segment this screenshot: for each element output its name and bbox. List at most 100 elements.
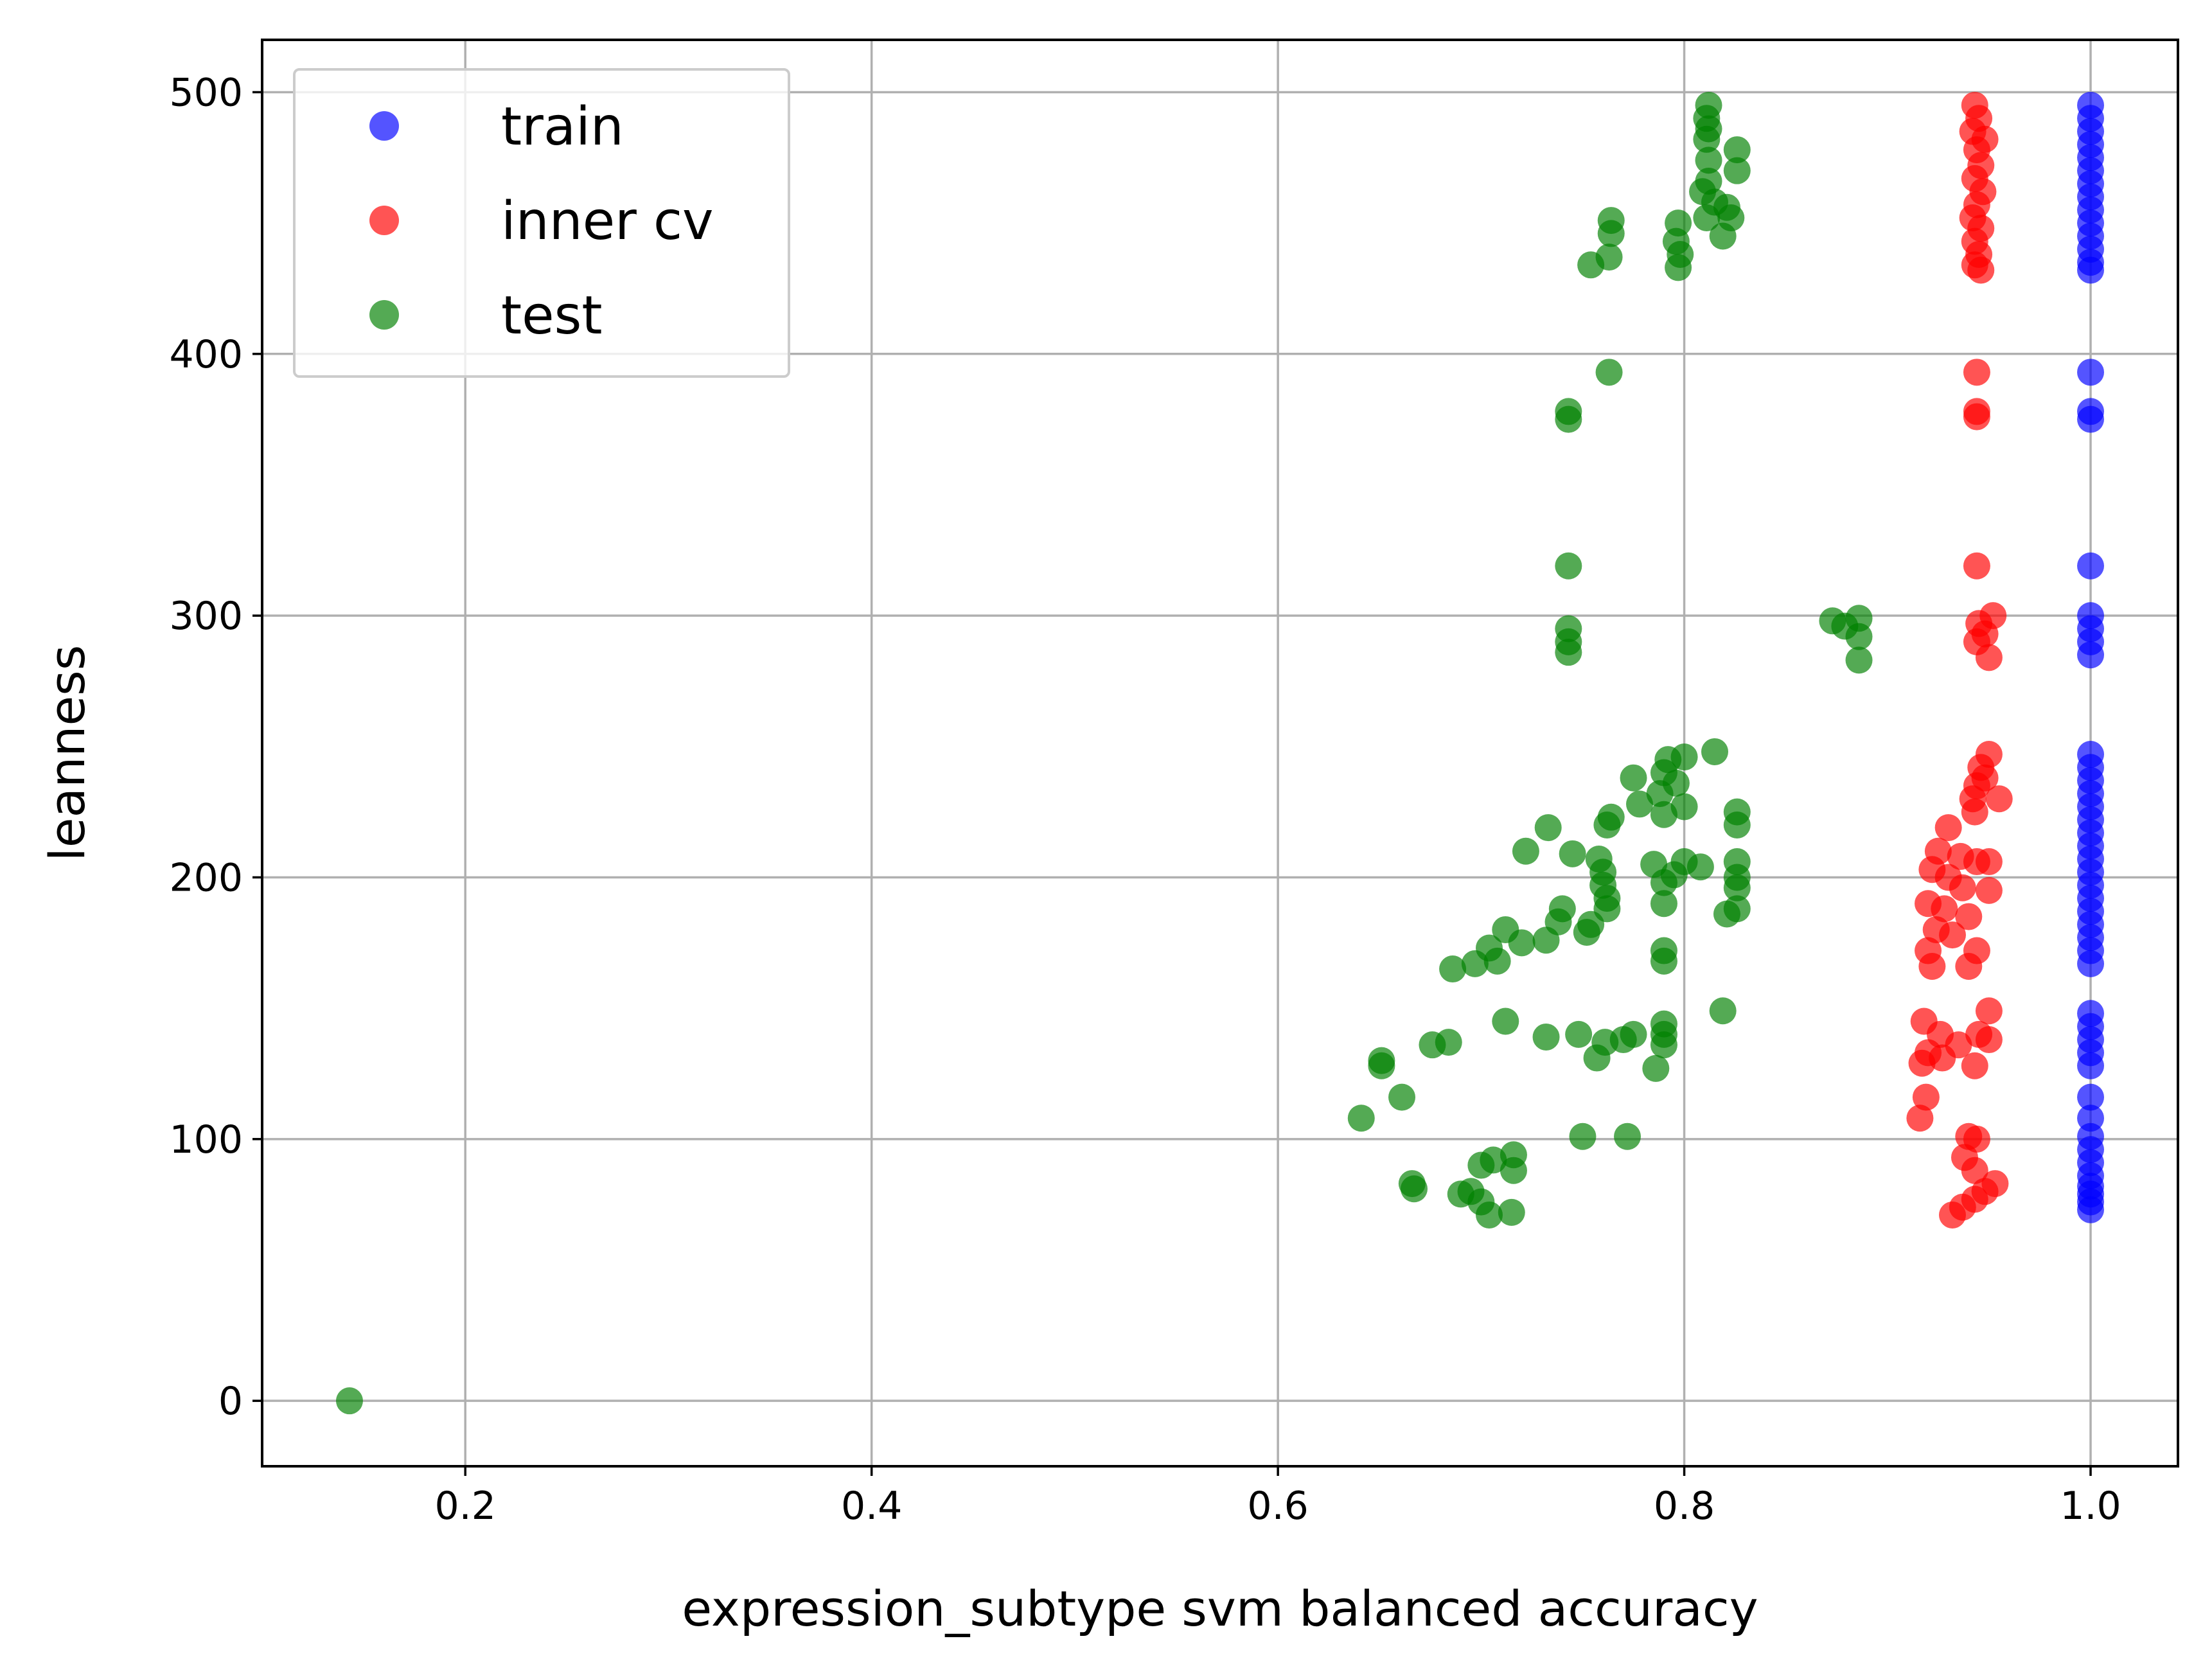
legend-box xyxy=(293,68,790,378)
point-inner-cv xyxy=(1938,921,1966,949)
point-test xyxy=(1642,1054,1670,1082)
point-test xyxy=(1508,929,1535,957)
point-inner-cv xyxy=(1975,1026,2003,1054)
point-test xyxy=(335,1387,363,1415)
point-test xyxy=(1388,1083,1416,1111)
point-test xyxy=(1583,1044,1611,1072)
point-test xyxy=(1461,950,1489,977)
x-axis-label: expression_subtype svm balanced accuracy xyxy=(682,1580,1758,1637)
x-tick-label: 0.6 xyxy=(1247,1484,1308,1529)
point-test xyxy=(1646,780,1674,808)
point-train xyxy=(2077,405,2105,433)
point-test xyxy=(1650,1031,1677,1059)
point-test xyxy=(1595,359,1623,386)
legend-marker xyxy=(369,300,399,330)
point-test xyxy=(1665,254,1692,281)
point-inner-cv xyxy=(1908,1049,1936,1077)
y-tick-label: 200 xyxy=(169,855,243,900)
point-test xyxy=(1555,405,1582,433)
point-inner-cv xyxy=(1975,848,2003,876)
x-tick-label: 0.4 xyxy=(841,1484,902,1529)
legend-label: test xyxy=(501,285,602,346)
data-points xyxy=(335,91,2105,1415)
point-test xyxy=(1709,222,1737,250)
point-inner-cv xyxy=(1934,814,1962,842)
y-tick-label: 100 xyxy=(169,1117,243,1162)
point-inner-cv xyxy=(1961,798,1988,826)
point-test xyxy=(1650,947,1677,975)
point-train xyxy=(2077,641,2105,669)
point-inner-cv xyxy=(1918,952,1946,980)
point-test xyxy=(1650,890,1677,918)
point-test xyxy=(1555,639,1582,666)
point-inner-cv xyxy=(1985,785,2013,813)
point-inner-cv xyxy=(1949,874,1976,901)
point-test xyxy=(1577,251,1605,279)
point-test xyxy=(1555,552,1582,580)
point-test xyxy=(1593,812,1621,839)
point-test xyxy=(1347,1105,1375,1132)
point-inner-cv xyxy=(1929,1044,1956,1072)
point-train xyxy=(2077,359,2105,386)
point-test xyxy=(1845,623,1873,650)
point-test xyxy=(1532,927,1560,954)
point-test xyxy=(1713,900,1740,928)
point-test xyxy=(1626,790,1654,818)
point-inner-cv xyxy=(1931,895,1958,923)
point-inner-cv xyxy=(1975,876,2003,904)
point-test xyxy=(1650,801,1677,828)
point-train xyxy=(2077,256,2105,284)
x-tick-label: 0.2 xyxy=(435,1484,496,1529)
point-test xyxy=(1723,136,1751,164)
x-tick-label: 0.8 xyxy=(1654,1484,1715,1529)
plot-area-frame xyxy=(261,39,2179,1468)
axis-ticks: 0.2 0.4 0.6 0.8 1.0 0 100 200 300 400 500 xyxy=(169,70,2121,1529)
legend: train inner cv test xyxy=(293,68,790,378)
point-inner-cv xyxy=(1975,997,2003,1025)
point-test xyxy=(1475,1201,1503,1229)
point-test xyxy=(1670,793,1698,821)
y-axis-label: leanness xyxy=(39,645,96,862)
point-test xyxy=(1565,1020,1593,1048)
point-test xyxy=(1614,1122,1641,1150)
point-inner-cv xyxy=(1975,644,2003,671)
point-test xyxy=(1439,955,1467,983)
point-test xyxy=(1670,743,1698,771)
x-tick-label: 1.0 xyxy=(2060,1484,2121,1529)
point-test xyxy=(1650,869,1677,896)
point-test xyxy=(1620,764,1647,792)
point-test xyxy=(1709,997,1737,1025)
point-train xyxy=(2077,1196,2105,1223)
legend-marker xyxy=(369,206,399,235)
point-test xyxy=(1723,157,1751,184)
point-test xyxy=(1483,947,1511,975)
point-inner-cv xyxy=(1955,903,1983,930)
y-tick-label: 300 xyxy=(169,594,243,639)
y-tick-label: 500 xyxy=(169,70,243,115)
point-inner-cv xyxy=(1961,1157,1988,1184)
point-test xyxy=(1723,874,1751,901)
point-test xyxy=(1573,919,1600,946)
point-inner-cv xyxy=(1963,359,1990,386)
point-test xyxy=(1569,1122,1597,1150)
point-train xyxy=(2077,1052,2105,1079)
point-inner-cv xyxy=(1906,1105,1934,1132)
y-tick-label: 400 xyxy=(169,332,243,377)
point-test xyxy=(1597,220,1625,247)
point-test xyxy=(1368,1052,1395,1079)
point-test xyxy=(1693,204,1721,231)
point-train xyxy=(2077,1083,2105,1111)
point-test xyxy=(1559,840,1586,867)
point-test xyxy=(1467,1151,1495,1179)
grid-lines xyxy=(262,40,2178,1466)
point-inner-cv xyxy=(1967,256,1995,284)
point-inner-cv xyxy=(1938,1201,1966,1229)
point-test xyxy=(1532,1023,1560,1051)
y-tick-label: 0 xyxy=(218,1379,243,1424)
point-test xyxy=(1400,1175,1428,1203)
point-test xyxy=(1693,125,1721,153)
point-inner-cv xyxy=(1912,1083,1940,1111)
point-test xyxy=(1512,837,1539,865)
point-test xyxy=(1686,853,1714,881)
legend-label: train xyxy=(501,96,624,157)
